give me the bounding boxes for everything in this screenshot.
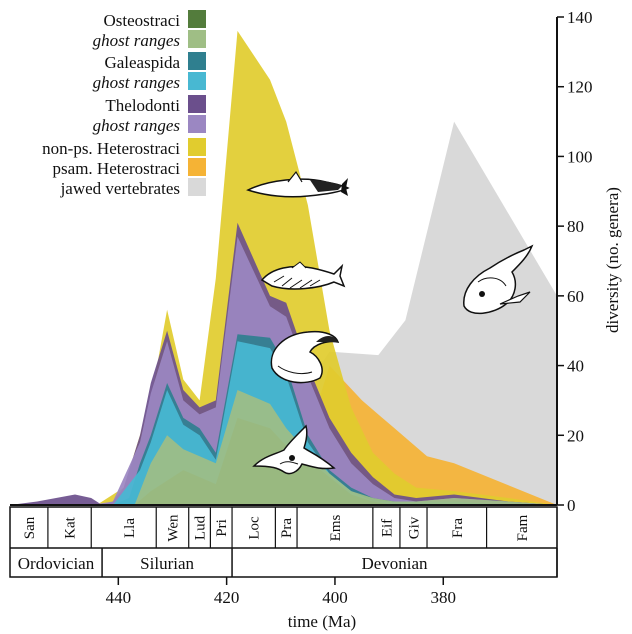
legend-label: ghost ranges (93, 116, 181, 135)
legend-swatch (188, 115, 206, 133)
legend-swatch (188, 158, 206, 176)
y-tick-label: 120 (567, 78, 593, 97)
x-axis-ticks: 440 420 400 380 (106, 577, 456, 607)
stage-label-ems: Ems (328, 515, 344, 542)
y-tick-label: 0 (567, 496, 576, 515)
legend-label: non-ps. Heterostraci (42, 139, 180, 158)
legend-swatch (188, 178, 206, 196)
legend-swatch (188, 95, 206, 113)
legend-label: psam. Heterostraci (53, 159, 181, 178)
thelodont-fish-icon (260, 261, 346, 290)
x-tick-label: 380 (431, 588, 457, 607)
stage-label-loc: Loc (247, 516, 263, 540)
period-label-devonian: Devonian (361, 554, 428, 573)
legend-label: ghost ranges (93, 31, 181, 50)
y-axis-ticks: 0 20 40 60 80 100 120 140 (557, 8, 593, 515)
heterostracan-fish-icon (246, 170, 350, 198)
legend-swatch (188, 138, 206, 156)
y-axis-title: diversity (no. genera) (603, 187, 622, 333)
y-tick-label: 20 (567, 426, 584, 445)
y-axis: 0 20 40 60 80 100 120 140 diversity (no. genera… (556, 8, 622, 515)
thelodonti-ghost-ranges-area (91, 236, 557, 505)
period-row: Ordovician Silurian Devonian (18, 548, 558, 577)
stage-label-eif: Eif (379, 519, 395, 537)
galeaspid-head-icon (270, 330, 340, 384)
geologic-timescale: San Kat Lla Wen Lud Pri Loc Pra Ems Eif Giv Fra Fam … (9, 506, 558, 578)
legend-label: jawed vertebrates (60, 179, 180, 198)
fossil-illustrations (246, 170, 534, 475)
osteostracan-head-icon (252, 424, 336, 475)
y-tick-label: 100 (567, 147, 593, 166)
y-tick-label: 60 (567, 287, 584, 306)
legend-label: Thelodonti (105, 96, 180, 115)
x-axis-title: time (Ma) (288, 612, 356, 631)
stage-label-lla: Lla (122, 518, 138, 538)
stage-row: San Kat Lla Wen Lud Pri Loc Pra Ems Eif Giv Fra Fam (22, 507, 558, 548)
period-label-ordovician: Ordovician (18, 554, 95, 573)
legend-swatch (188, 30, 206, 48)
stage-label-fra: Fra (450, 518, 466, 538)
osteostraci-ghost-ranges-area (134, 390, 557, 505)
stage-label-pri: Pri (214, 519, 230, 537)
stage-label-fam: Fam (515, 514, 531, 541)
stage-label-lud: Lud (193, 515, 209, 540)
stage-label-giv: Giv (407, 516, 423, 539)
x-axis: 440 420 400 380 time (Ma) (10, 504, 557, 631)
stage-label-san: San (22, 516, 38, 539)
x-tick-label: 420 (214, 588, 240, 607)
legend-swatch (188, 52, 206, 70)
non-ps-heterostraci-area (96, 30, 557, 506)
x-tick-label: 400 (322, 588, 348, 607)
legend-label: Osteostraci (104, 11, 181, 30)
stage-label-pra: Pra (279, 518, 295, 538)
stage-label-kat: Kat (63, 516, 79, 538)
y-tick-label: 40 (567, 357, 584, 376)
placoderm-fish-icon (463, 244, 534, 315)
legend-label: Galeaspida (104, 53, 180, 72)
period-label-silurian: Silurian (140, 554, 194, 573)
y-tick-label: 140 (567, 8, 593, 27)
legend-swatch (188, 72, 206, 90)
y-tick-label: 80 (567, 217, 584, 236)
x-tick-label: 440 (106, 588, 132, 607)
stage-label-wen: Wen (166, 514, 182, 542)
legend-swatch (188, 10, 206, 28)
jawed-vertebrates-area (102, 121, 557, 505)
legend-label: ghost ranges (93, 73, 181, 92)
